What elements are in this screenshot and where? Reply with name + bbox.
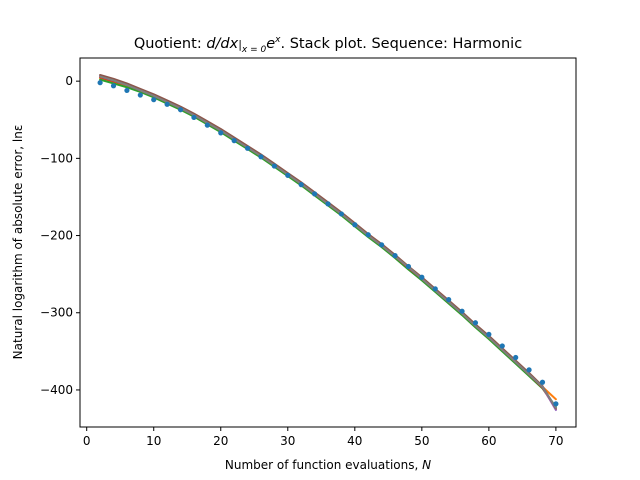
y-tick-label: −100 [40,151,73,165]
x-axis-title: Number of function evaluations, N [225,458,431,472]
data-point [539,379,546,385]
x-tick-label: 60 [481,434,496,448]
data-point [191,114,197,121]
y-tick-label: 0 [65,74,73,88]
data-point [419,274,425,280]
data-point [285,172,291,178]
data-point [298,182,304,188]
data-point [164,101,170,107]
data-point [486,331,492,337]
x-tick-label: 40 [347,434,362,448]
x-tick-label: 70 [548,434,563,448]
x-tick-label: 50 [414,434,429,448]
tick-layer: 0 10 20 30 40 50 60 70 0 −100 −200 −300 −400 [40,74,564,448]
x-tick-label: 30 [280,434,295,448]
data-point [472,320,479,326]
data-point [97,80,103,86]
data-point [204,122,210,128]
x-tick-label: 0 [83,434,91,448]
data-point [338,211,345,217]
data-point [271,163,277,169]
data-point [137,92,143,98]
data-point [405,263,412,270]
plot-frame [79,57,577,428]
data-point [231,138,237,144]
y-tick-label: −300 [40,306,73,320]
data-point [352,222,358,228]
data-point [151,97,157,103]
y-tick-label: −200 [40,229,73,243]
x-tick-label: 20 [213,434,228,448]
data-point [365,232,371,238]
data-point [379,242,385,248]
data-point [446,297,452,303]
data-point [392,253,398,259]
data-point [244,145,251,151]
data-point [553,401,559,407]
chart-title: Quotient: d/dx|x = 0ex. Stack plot. Sequ… [134,35,522,55]
data-point [258,154,264,160]
data-point [459,308,465,314]
data-layer [97,73,559,412]
data-point [177,107,184,113]
data-point [218,130,224,136]
data-point [499,343,505,349]
data-point [526,367,532,373]
data-point [432,286,438,292]
data-point [311,191,318,197]
x-tick-label: 10 [146,434,161,448]
data-point [325,201,331,207]
data-point [513,354,519,361]
data-point [124,87,130,94]
y-axis-title: Natural logarithm of absolute error, lnε [11,125,25,360]
y-tick-label: −400 [40,383,73,397]
data-point [110,83,117,89]
